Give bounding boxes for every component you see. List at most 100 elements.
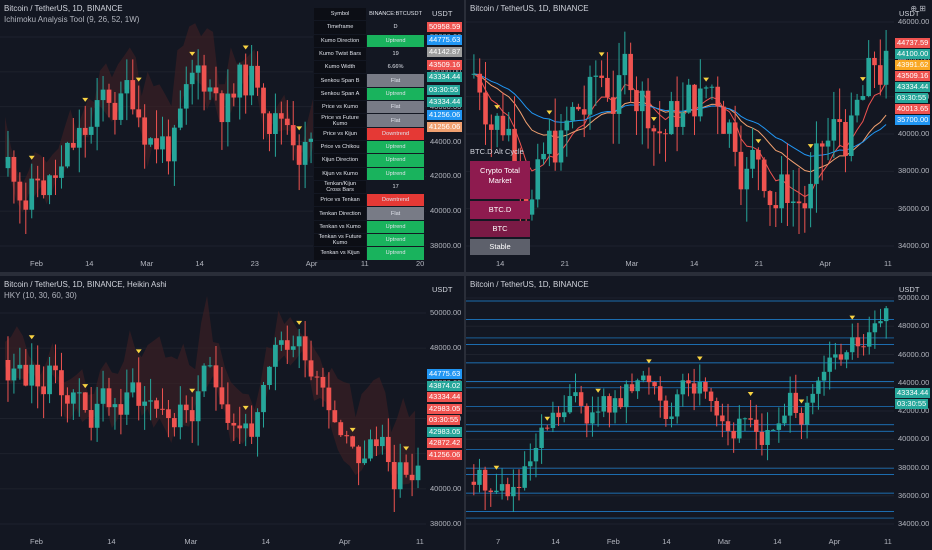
y-axis-label: 46000.00 [898,17,930,26]
candle-body [738,151,744,190]
candle-body [827,357,832,372]
candle-body [607,396,612,413]
table-value: Uptrend [366,166,425,181]
y-axis-label: 34000.00 [898,519,930,528]
x-axis-label: Mar [140,259,154,268]
candle-body [511,486,516,497]
table-row: Kumo Width 6.66% [312,60,425,75]
price-tag: 35700.00 [895,115,931,125]
price-tag: 42983.05 [427,403,463,414]
ichimoku-chart-canvas[interactable] [0,0,464,272]
candle-body [616,75,622,114]
candle-body [136,109,142,118]
candle-body [59,166,64,178]
candle-body [160,408,165,410]
candle-body [872,57,877,66]
price-tag: 03:30:55 [427,415,461,425]
kumo-cloud [5,295,416,485]
candle-body [669,416,674,420]
x-axis-label: Apr [305,259,318,268]
candle-body [494,115,500,130]
candle-body [808,183,813,209]
candle-body [11,156,17,182]
candle-body [825,140,831,147]
candle-body [838,354,844,360]
candle-body [595,411,601,413]
candle-body [584,405,590,424]
heikin-ashi-chart-pane[interactable]: Bitcoin / TetherUS, 1D, BINANCE, Heikin … [0,276,464,550]
legend-item: Crypto Total Market [470,161,530,199]
candle-body [207,365,213,367]
candle-body [645,90,651,129]
candle-body [663,133,668,135]
candle-body [837,119,842,122]
candle-body [581,109,587,115]
candle-body [556,412,561,418]
table-row: Tenkan/Kijun Cross Bars 17 [312,179,425,195]
candle-body [578,392,584,406]
candle-body [29,178,35,210]
ichimoku-analysis-table: Symbol BINANCE:BTCUSDT Timeframe D Kumo Dire… [312,6,425,261]
horizontal-divider[interactable] [0,272,932,276]
candle-body [237,425,243,429]
candle-body [166,136,171,162]
signal-marker [650,117,657,122]
table-value: 6.66% [366,60,425,75]
candle-body [516,486,522,488]
signal-marker [135,77,142,82]
candle-body [326,387,332,411]
price-tag: 41256.06 [427,109,463,120]
alt-cycle-legend: BTC.D Alt Cycle Crypto Total Market BTC.D… [470,147,530,255]
table-row: Kumo Direction Uptrend [312,33,425,48]
layout-icons[interactable]: ⊕ ⊞ [910,4,926,13]
candle-body [867,332,872,347]
candle-body [35,364,41,387]
candle-body [570,106,575,121]
candle-body [477,469,482,485]
indicator-label[interactable]: HKY (10, 30, 60, 30) [4,291,77,300]
price-tag: 44775.63 [427,34,463,45]
alt-cycle-chart-canvas[interactable] [466,0,932,272]
table-key: Kumo Width [312,60,368,75]
indicator-label[interactable]: Ichimoku Analysis Tool (9, 26, 52, 1W) [4,15,140,24]
candle-body [118,404,124,415]
table-row: Price vs Future Kumo Flat [312,113,425,128]
candle-body [23,200,29,210]
candle-body [714,401,719,416]
candle-body [338,422,344,436]
x-axis-label: 21 [560,259,569,268]
candle-body [207,87,213,92]
legend-item: Stable [470,239,530,255]
candle-body [561,412,567,418]
price-tag: 41256.06 [427,449,463,460]
table-row: Price vs Kijun Downtrend [312,126,425,141]
candle-body [267,113,272,134]
candle-body [737,418,742,439]
table-key: Tenkan vs Future Kumo [312,233,368,248]
candle-body [41,180,46,196]
levels-chart-pane[interactable]: Bitcoin / TetherUS, 1D, BINANCE USDT 500… [466,276,932,550]
y-axis-label: 48000.00 [898,321,930,331]
y-axis-label: 42000.00 [898,406,930,415]
candle-body [47,175,52,196]
table-value: Flat [366,113,425,128]
candle-body [796,201,802,204]
candle-body [261,384,266,413]
candle-body [290,346,296,350]
candle-body [725,421,731,431]
candle-body [23,364,29,386]
chart-title: Bitcoin / TetherUS, 1D, BINANCE [470,280,589,289]
signal-marker [296,126,303,131]
levels-chart-canvas[interactable] [466,276,932,550]
heikin-ashi-chart-canvas[interactable] [0,276,464,550]
candle-body [860,96,866,100]
signal-marker [849,315,856,320]
y-axis-label: 44000.00 [898,377,930,387]
candle-body [629,384,635,392]
x-axis-label: 11 [884,259,892,268]
candle-body [756,149,761,160]
ichimoku-chart-pane[interactable]: Bitcoin / TetherUS, 1D, BINANCE Ichimoku… [0,0,464,272]
y-axis-label: 50000.00 [898,293,930,302]
alt-cycle-chart-pane[interactable]: Bitcoin / TetherUS, 1D, BINANCE USDT ⊕ ⊞… [466,0,932,272]
x-axis-label: 11 [884,537,892,546]
